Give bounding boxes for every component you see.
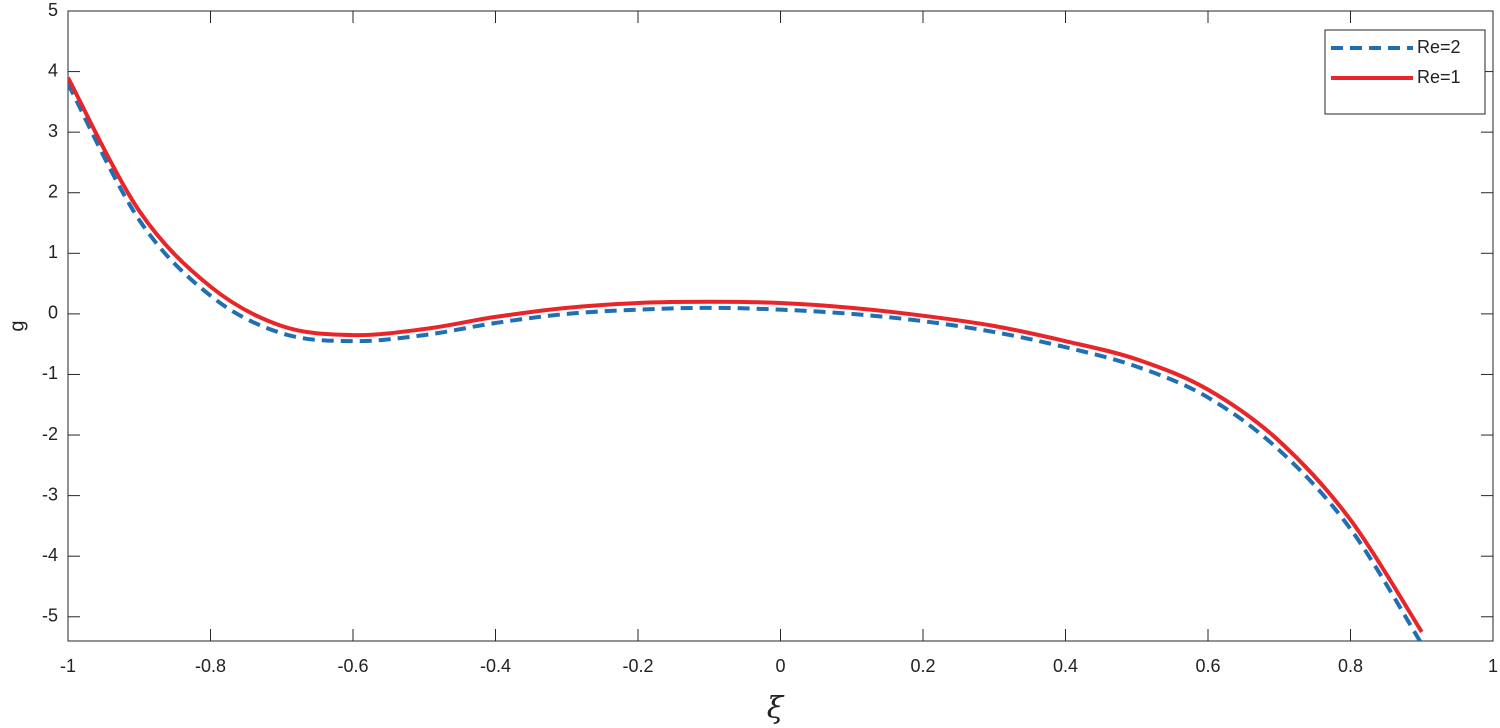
x-tick-label: 0: [775, 656, 785, 676]
x-tick-label: -0.6: [337, 656, 368, 676]
y-tick-label: 3: [48, 121, 58, 141]
legend-box: [1324, 29, 1486, 115]
x-tick-label: 0.4: [1053, 656, 1078, 676]
x-tick-label: 0.8: [1338, 656, 1363, 676]
y-tick-label: -2: [42, 424, 58, 444]
x-axis-label: ξ: [767, 691, 785, 726]
y-tick-label: -4: [42, 545, 58, 565]
x-tick-label: -0.2: [622, 656, 653, 676]
x-tick-label: 0.6: [1195, 656, 1220, 676]
plot-lines: [68, 76, 1424, 641]
x-tick-label: -0.4: [480, 656, 511, 676]
y-tick-label: 4: [48, 60, 58, 80]
y-tick-label: 0: [48, 303, 58, 323]
data-line: [68, 76, 1424, 633]
y-tick-label: -3: [42, 484, 58, 504]
y-tick-label: 2: [48, 181, 58, 201]
x-tick-label: -1: [60, 656, 76, 676]
x-tick-label: -0.8: [195, 656, 226, 676]
y-tick-label: -5: [42, 606, 58, 626]
y-tick-label: 1: [48, 242, 58, 262]
y-tick-label: 5: [48, 0, 58, 20]
x-tick-label: 0.2: [910, 656, 935, 676]
y-axis-label: g: [6, 320, 28, 331]
plot-area: [67, 10, 1494, 642]
x-tick-label: 1: [1488, 656, 1498, 676]
y-tick-label: -1: [42, 363, 58, 383]
legend-label: Re=2: [1417, 37, 1461, 57]
data-line: [68, 82, 1423, 641]
legend-label: Re=1: [1417, 67, 1461, 87]
